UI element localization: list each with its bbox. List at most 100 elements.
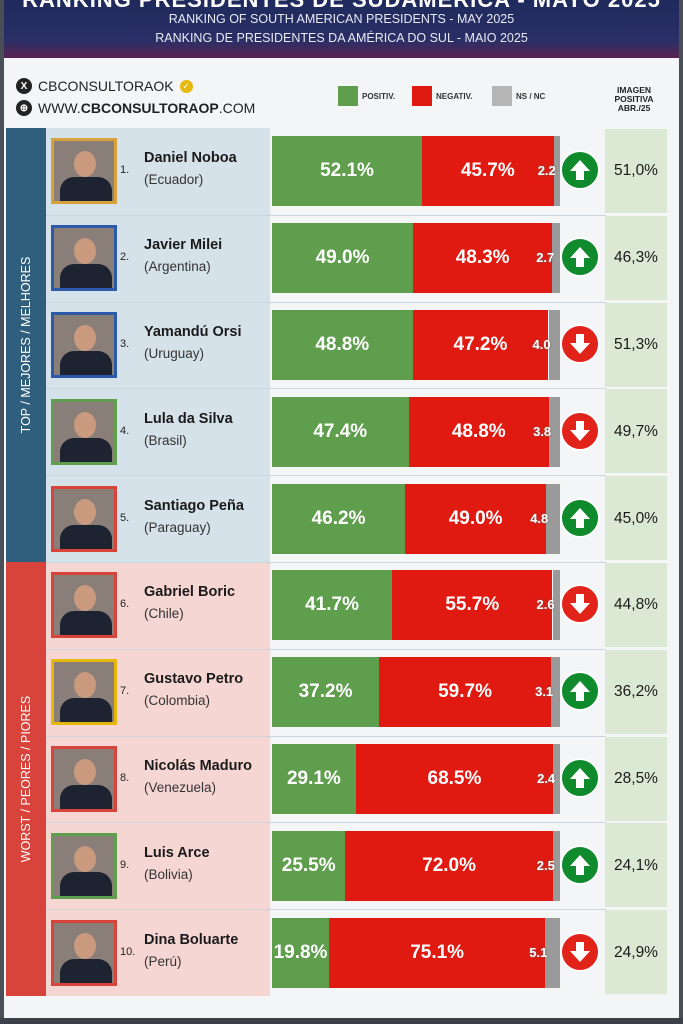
legend-nsnc-label: NS / NC [516,91,546,101]
photo-face [74,672,96,698]
brand-handle: CBCONSULTORAOK [38,78,174,94]
president-name: Dina Boluarte [144,932,239,948]
previous-image-cell [605,476,667,560]
bar-nsnc [551,657,560,727]
row-divider [46,822,606,823]
section-bottom-sidebar: WORST / PEORES / PIORES [6,562,46,996]
section-top-bg [6,128,270,562]
bar-nsnc-label: 3.1 [535,684,554,699]
bar-nsnc [546,484,560,554]
bar-positive [272,310,413,380]
photo-suit [60,264,112,288]
bar-positive [272,484,406,554]
president-country: (Perú) [144,954,182,969]
photo-suit [60,959,112,983]
bar-negative [355,744,554,814]
bar-negative-label: 49.0% [448,508,503,529]
bar-nsnc-label: 2.5 [536,858,555,873]
photo-suit [60,351,112,375]
president-photo [51,138,117,204]
president-country: (Venezuela) [144,780,217,795]
bar-nsnc [552,223,560,293]
photo-suit [60,785,112,809]
president-name: Luis Arce [144,845,210,861]
legend-negative-label: NEGATIV. [436,91,473,101]
bar-negative [345,831,553,901]
rank-number: 9. [120,859,130,871]
president-photo [51,746,117,812]
photo-suit [60,177,112,201]
row-divider [46,562,606,563]
president-photo [51,659,117,725]
legend-negative: NEGATIV. [412,86,472,106]
bar-positive-label: 46.2% [311,508,366,529]
bar-positive [272,657,380,727]
bar-negative [379,657,551,727]
bar-positive-label: 29.1% [286,768,341,789]
bar-positive [272,744,356,814]
trend-up-arrow-icon [560,758,600,798]
previous-image-cell [605,737,667,821]
legend-nsnc: NS / NC [492,86,545,106]
bar-negative-label: 55.7% [445,594,500,615]
bar-positive [272,397,409,467]
section-top-label: TOP / MEJORES / MELHORES [19,256,33,434]
photo-suit [60,698,112,722]
bar-nsnc [549,397,560,467]
bar-negative-label: 72.0% [422,855,477,876]
rank-number: 5. [120,512,130,524]
bar-nsnc-label: 4.0 [532,337,551,352]
bar-negative [392,570,553,640]
bar-negative [405,484,547,554]
bar-negative [413,223,553,293]
trend-down-arrow-icon [560,324,600,364]
legend-positive-swatch [338,86,358,106]
previous-image-value: 51,0% [614,162,658,179]
president-country: (Ecuador) [144,172,204,187]
president-photo [51,833,117,899]
rank-number: 8. [120,772,130,784]
section-bottom-bg [6,562,270,996]
bar-nsnc [545,918,560,988]
bar-nsnc [552,831,560,901]
bar-nsnc-label: 5.1 [529,945,548,960]
bar-positive-label: 37.2% [298,681,353,702]
previous-image-value: 51,3% [614,336,658,353]
photo-face [74,933,96,959]
photo-face [74,759,96,785]
rank-number: 6. [120,598,130,610]
president-name: Santiago Peña [144,498,244,514]
legend-nsnc-swatch [492,86,512,106]
previous-image-value: 49,7% [614,423,658,440]
president-country: (Paraguay) [144,520,211,535]
trend-up-arrow-icon [560,671,600,711]
president-photo [51,572,117,638]
brand-website[interactable]: WWW.CBCONSULTORAOP.COM [38,100,256,116]
bar-negative-label: 48.3% [455,247,510,268]
president-name: Daniel Noboa [144,150,237,166]
president-photo [51,920,117,986]
bar-negative [408,397,549,467]
row-divider [46,736,606,737]
rank-number: 1. [120,164,130,176]
subtitle-portuguese: RANKING DE PRESIDENTES DA AMÉRICA DO SUL… [155,31,528,45]
photo-face [74,151,96,177]
subtitle-english: RANKING OF SOUTH AMERICAN PRESIDENTS - M… [168,12,515,26]
bar-negative-label: 45.7% [460,160,515,181]
previous-image-value: 28,5% [614,770,658,787]
bar-positive [272,831,346,901]
president-name: Gabriel Boric [144,584,236,600]
previous-image-cell [605,389,667,473]
previous-image-cell [605,563,667,647]
bar-positive-label: 47.4% [313,421,368,442]
president-photo [51,486,117,552]
president-country: (Chile) [144,606,184,621]
brand-block: X CBCONSULTORAOK ✓ ⊕ WWW.CBCONSULTORAOP.… [16,76,255,118]
bar-positive-label: 41.7% [305,594,359,615]
bar-nsnc [552,570,560,640]
bar-negative-label: 59.7% [438,681,492,702]
previous-image-value: 24,9% [614,944,658,961]
section-top-sidebar: TOP / MEJORES / MELHORES [6,128,46,562]
bar-nsnc-label: 2.2 [537,163,556,178]
photo-face [74,325,96,351]
